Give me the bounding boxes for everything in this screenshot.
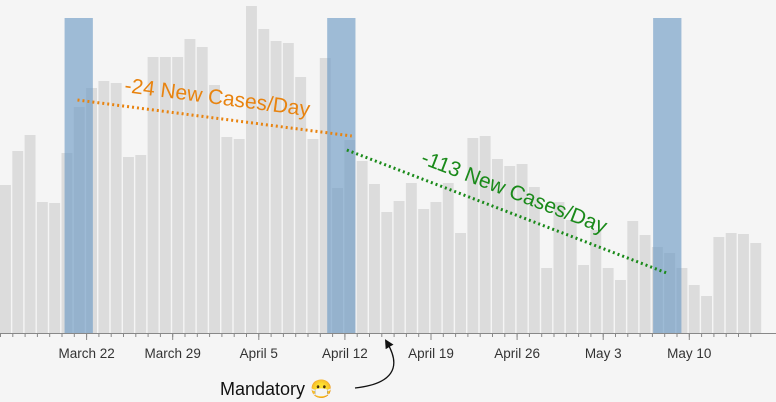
bar <box>159 57 171 333</box>
bar <box>738 234 749 333</box>
x-tick-label: April 12 <box>322 346 368 361</box>
bar <box>135 155 147 333</box>
bar <box>701 296 712 333</box>
bar <box>36 202 48 333</box>
bar <box>676 268 688 333</box>
trend-line <box>77 98 352 138</box>
bar <box>602 268 614 333</box>
bar <box>110 83 122 333</box>
bar <box>639 235 651 333</box>
bar <box>541 268 553 333</box>
bar <box>479 136 491 333</box>
bar <box>49 203 61 333</box>
bar <box>565 220 577 333</box>
bar <box>688 285 700 333</box>
bar <box>442 183 454 333</box>
bar <box>516 164 528 333</box>
highlight-band <box>327 18 356 333</box>
x-tick-label: March 22 <box>58 346 114 361</box>
bar <box>0 185 11 333</box>
bar <box>221 137 233 333</box>
annotation-label: Mandatory 😷 <box>220 379 332 399</box>
bar <box>528 187 540 333</box>
bar <box>233 139 245 333</box>
bar <box>750 243 762 333</box>
bar <box>319 58 331 333</box>
bar <box>356 161 368 333</box>
bar <box>147 57 159 333</box>
bar <box>713 237 725 333</box>
bar <box>196 47 208 333</box>
bar <box>492 159 503 333</box>
highlight-band <box>64 18 93 333</box>
bar <box>295 77 307 333</box>
bar <box>405 183 417 333</box>
bar-series <box>0 6 762 333</box>
bar <box>418 209 430 333</box>
bar <box>246 6 257 333</box>
bar <box>184 39 196 333</box>
bar <box>369 184 380 333</box>
x-axis: March 22 March 29 April 5 April 12 April 19 A… <box>0 333 776 361</box>
bar <box>627 221 639 333</box>
x-tick-label: May 10 <box>667 346 711 361</box>
x-tick-label: April 26 <box>494 346 540 361</box>
bar <box>307 139 319 333</box>
bar <box>393 201 405 333</box>
bar <box>24 135 36 333</box>
trend-line <box>346 148 668 275</box>
bar <box>258 29 270 333</box>
bar <box>12 151 24 333</box>
bar <box>455 233 466 333</box>
bar <box>209 85 220 333</box>
mandatory-annotation: Mandatory 😷 <box>220 339 395 399</box>
bar <box>553 202 565 333</box>
bar <box>270 41 282 333</box>
x-tick-label: May 3 <box>585 346 622 361</box>
bar <box>98 81 110 333</box>
bar <box>578 265 589 333</box>
bar <box>590 230 602 333</box>
bar <box>504 166 516 333</box>
bar <box>172 57 184 333</box>
bar <box>430 202 442 333</box>
x-tick-label: March 29 <box>145 346 201 361</box>
bar <box>282 43 294 333</box>
bar <box>615 280 626 333</box>
bar <box>381 212 393 333</box>
annotation-arrow <box>354 339 395 389</box>
bar <box>123 157 134 333</box>
highlight-bands <box>64 18 682 333</box>
bar <box>467 138 479 333</box>
x-tick-label: April 5 <box>240 346 278 361</box>
x-tick-label: April 19 <box>408 346 454 361</box>
highlight-band <box>653 18 682 333</box>
bar <box>725 233 737 333</box>
